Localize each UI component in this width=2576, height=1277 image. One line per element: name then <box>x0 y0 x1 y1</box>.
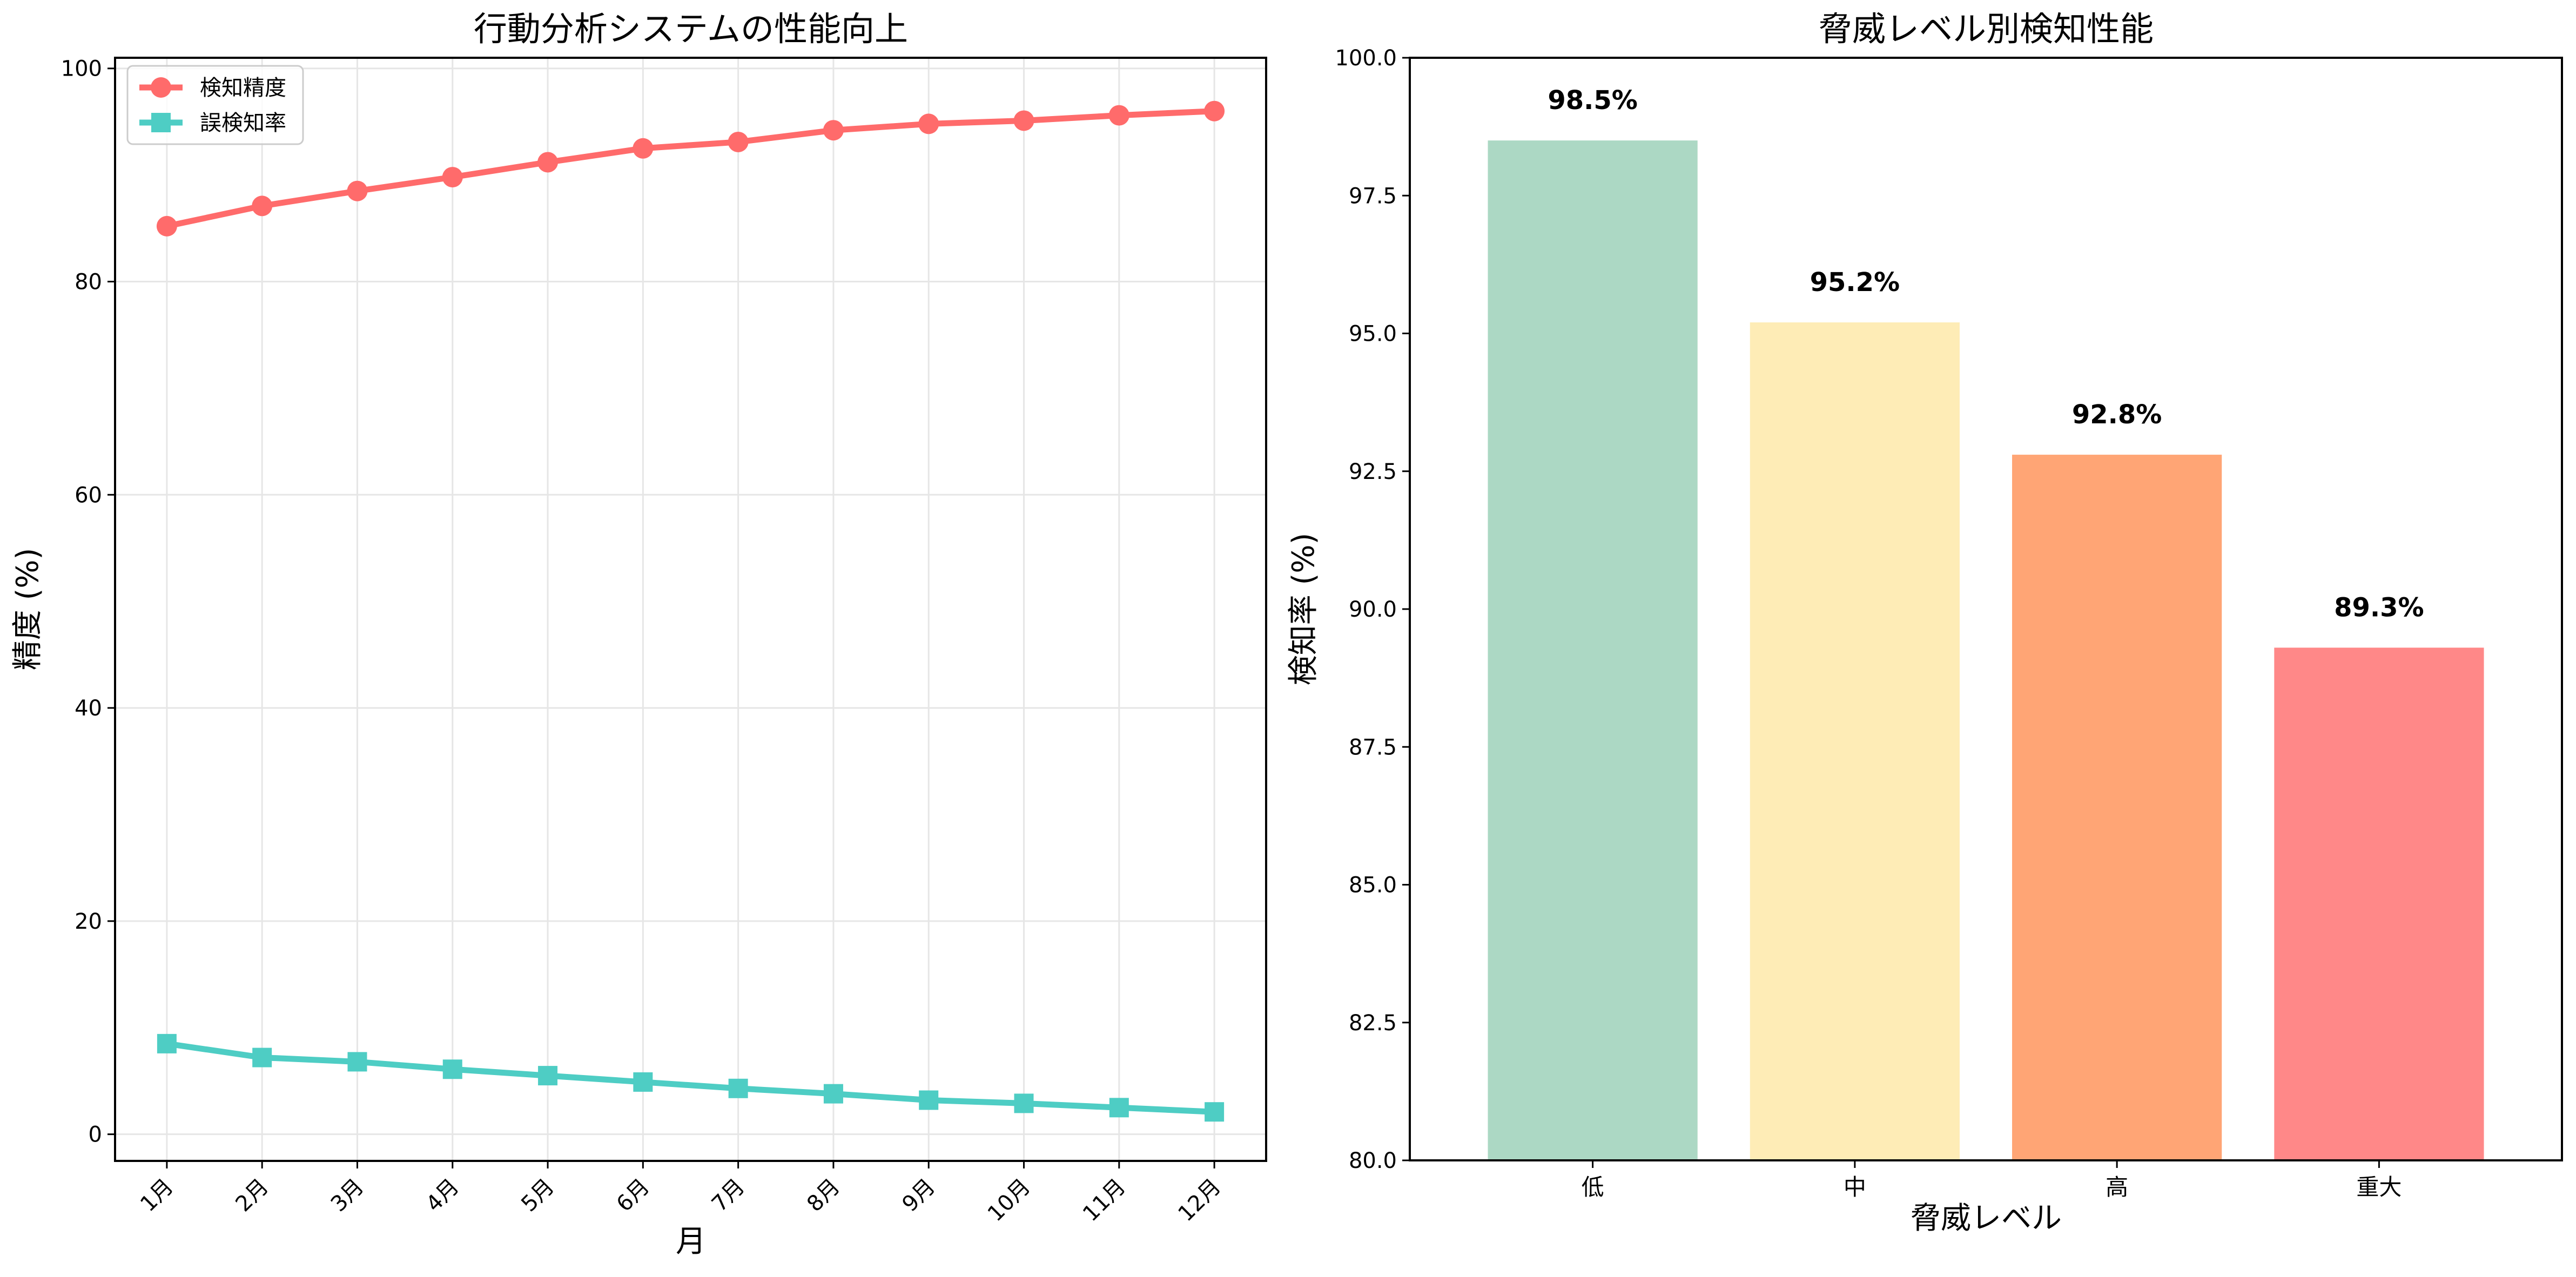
bar-value-label: 95.2% <box>1810 267 1900 298</box>
false-positive-point <box>442 1059 462 1079</box>
bar-value-label: 98.5% <box>1548 85 1638 116</box>
false-positive-point <box>1014 1093 1034 1113</box>
x-tick-label: 低 <box>1582 1174 1604 1200</box>
accuracy-point <box>918 113 939 134</box>
false-positive-point <box>633 1072 653 1092</box>
accuracy-point <box>156 215 177 237</box>
legend-label-accuracy: 検知精度 <box>200 76 286 100</box>
y-tick-label: 95.0 <box>1349 322 1397 347</box>
x-tick-label: 重大 <box>2356 1174 2402 1200</box>
y-tick-label: 85.0 <box>1349 873 1397 898</box>
false-positive-point <box>347 1052 367 1072</box>
false-positive-point <box>919 1090 939 1110</box>
accuracy-point <box>633 138 654 159</box>
y-tick-label: 82.5 <box>1349 1011 1397 1036</box>
accuracy-point <box>1013 110 1034 131</box>
series-line-accuracy <box>166 108 1215 229</box>
line-chart-plot-area <box>114 57 1267 1162</box>
y-tick-label: 97.5 <box>1349 184 1397 208</box>
y-tick-label: 80 <box>75 270 102 295</box>
line-chart-title: 行動分析システムの性能向上 <box>474 9 908 49</box>
y-tick-label: 100 <box>61 57 102 82</box>
legend-marker-false-positive <box>151 113 171 132</box>
false-positive-point <box>538 1066 558 1086</box>
series-line-false-positive <box>166 1040 1215 1115</box>
y-tick-label: 92.5 <box>1349 460 1397 484</box>
false-positive-point <box>823 1084 843 1104</box>
y-tick-label: 87.5 <box>1349 735 1397 760</box>
y-tick-label: 0 <box>89 1123 102 1147</box>
false-positive-point <box>252 1048 272 1067</box>
bar-chart-x-label: 脅威レベル <box>1911 1201 2062 1236</box>
accuracy-point <box>442 167 463 188</box>
false-positive-point <box>157 1033 177 1053</box>
bar-chart-y-label: 検知率 (%) <box>1286 533 1321 686</box>
line-chart-y-label: 精度 (%) <box>10 548 45 671</box>
bar-value-label: 92.8% <box>2072 400 2162 430</box>
y-tick-label: 40 <box>75 696 102 721</box>
bar-3 <box>2012 455 2222 1160</box>
accuracy-point <box>347 180 368 201</box>
accuracy-point <box>1204 100 1225 121</box>
accuracy-point <box>537 152 559 173</box>
y-tick-label: 100.0 <box>1335 46 1397 71</box>
y-tick-label: 20 <box>75 909 102 934</box>
accuracy-point <box>728 131 749 152</box>
bar-chart: 脅威レベル別検知性能 98.5% 95.2% 92.8% 89.3% 80.0 82.5… <box>1286 9 2563 1236</box>
bar-chart-title: 脅威レベル別検知性能 <box>1819 9 2154 49</box>
legend-marker-accuracy <box>151 77 171 98</box>
y-tick-label: 80.0 <box>1349 1148 1397 1173</box>
false-positive-point <box>1109 1098 1129 1118</box>
bar-1 <box>1488 140 1698 1160</box>
y-tick-label: 60 <box>75 483 102 508</box>
line-chart-x-label: 月 <box>676 1224 706 1259</box>
false-positive-point <box>728 1078 748 1098</box>
x-tick-label: 高 <box>2106 1174 2128 1200</box>
bar-value-label: 89.3% <box>2334 592 2424 623</box>
y-tick-label: 90.0 <box>1349 597 1397 622</box>
legend-label-false-positive: 誤検知率 <box>200 111 286 136</box>
bar-chart-plot-area <box>1409 57 2563 1161</box>
x-tick-label: 中 <box>1844 1174 1866 1200</box>
accuracy-point <box>252 195 273 217</box>
false-positive-point <box>1205 1102 1225 1122</box>
accuracy-point <box>1108 105 1129 126</box>
accuracy-point <box>823 120 844 141</box>
bar-2 <box>1750 322 1960 1160</box>
bar-4 <box>2274 647 2484 1160</box>
line-chart-legend: 検知精度 誤検知率 <box>126 65 304 145</box>
